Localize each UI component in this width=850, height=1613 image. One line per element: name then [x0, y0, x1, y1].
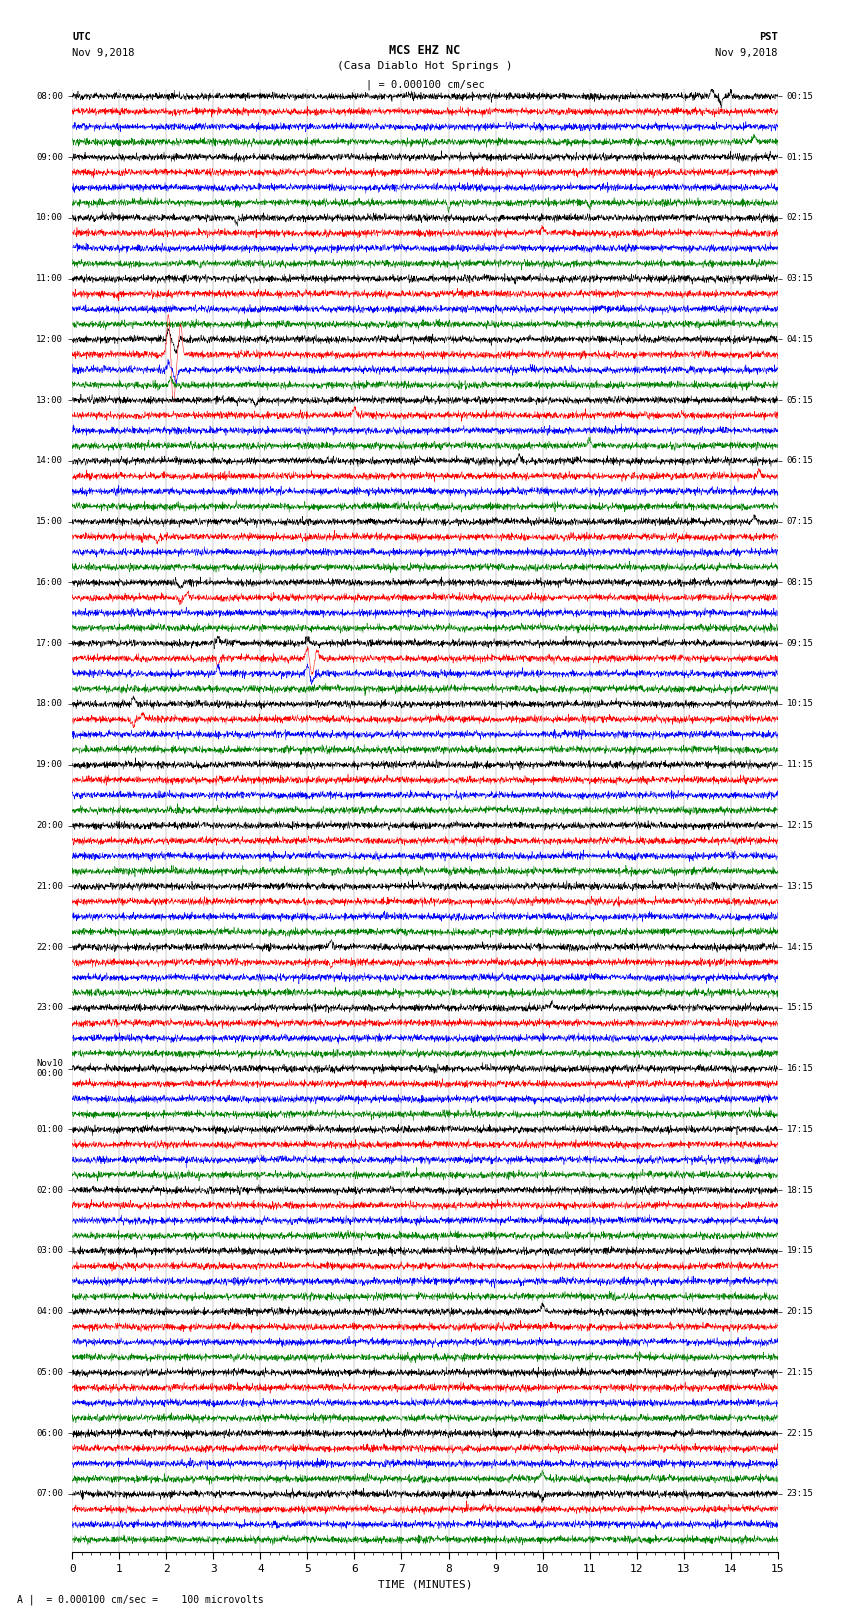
Text: PST: PST: [759, 32, 778, 42]
Text: (Casa Diablo Hot Springs ): (Casa Diablo Hot Springs ): [337, 61, 513, 71]
X-axis label: TIME (MINUTES): TIME (MINUTES): [377, 1579, 473, 1589]
Text: A |  = 0.000100 cm/sec =    100 microvolts: A | = 0.000100 cm/sec = 100 microvolts: [17, 1594, 264, 1605]
Text: Nov 9,2018: Nov 9,2018: [72, 48, 135, 58]
Text: MCS EHZ NC: MCS EHZ NC: [389, 44, 461, 56]
Text: | = 0.000100 cm/sec: | = 0.000100 cm/sec: [366, 79, 484, 90]
Text: Nov 9,2018: Nov 9,2018: [715, 48, 778, 58]
Text: UTC: UTC: [72, 32, 91, 42]
